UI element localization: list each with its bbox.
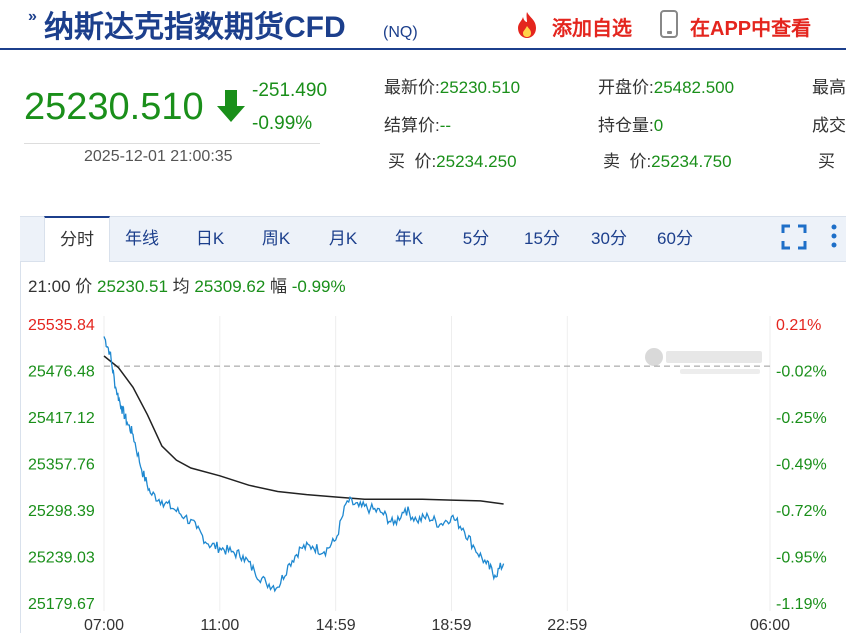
chart-panel xyxy=(20,216,846,633)
chart-tabs: 分时 年线 日K 周K 月K 年K 5分 15分 30分 60分 xyxy=(20,216,846,262)
x-tick-label: 07:00 xyxy=(84,617,124,633)
down-arrow-icon xyxy=(217,90,245,122)
y-tick-label: 25417.12 xyxy=(28,410,95,427)
average-line xyxy=(103,355,504,505)
open-price-field: 开盘价:25482.500 xyxy=(598,78,735,97)
tab-monthly-k[interactable]: 月K xyxy=(328,229,358,248)
y-tick-label: 25535.84 xyxy=(28,317,95,334)
info-time: 21:00 xyxy=(28,277,71,296)
sina-finance-watermark xyxy=(645,348,762,374)
x-tick-label: 22:59 xyxy=(547,617,587,633)
volume-label: 成交 xyxy=(812,116,846,135)
x-tick-label: 18:59 xyxy=(431,617,471,633)
pct-tick-label: -0.72% xyxy=(776,503,827,520)
pct-tick-label: -0.25% xyxy=(776,410,827,427)
info-range-value: -0.99% xyxy=(291,277,346,296)
add-favorite-button[interactable]: 添加自选 xyxy=(552,18,632,40)
y-tick-label: 25476.48 xyxy=(28,363,95,380)
divider xyxy=(24,143,320,144)
y-tick-label: 25239.03 xyxy=(28,550,95,567)
pct-tick-label: -0.49% xyxy=(776,456,827,473)
x-tick-label: 06:00 xyxy=(750,617,790,633)
page-header: » 纳斯达克指数期货CFD (NQ) 添加自选 在APP中查看 xyxy=(0,0,846,50)
ticker-code: (NQ) xyxy=(383,24,418,41)
quote-timestamp: 2025-12-01 21:00:35 xyxy=(84,148,233,165)
y-tick-label: 25357.76 xyxy=(28,456,95,473)
latest-price-field: 最新价:25230.510 xyxy=(384,78,521,97)
info-avg-label: 均 xyxy=(172,277,190,296)
tab-5min[interactable]: 5分 xyxy=(462,229,490,248)
tab-30min[interactable]: 30分 xyxy=(591,229,627,248)
pct-tick-label: -1.19% xyxy=(776,596,827,613)
settle-price-field: 结算价:-- xyxy=(384,116,452,135)
view-in-app-button[interactable]: 在APP中查看 xyxy=(690,18,812,40)
more-vertical-icon[interactable] xyxy=(828,223,840,249)
pct-tick-label: 0.21% xyxy=(776,317,821,334)
bid-price-field: 买 价:25234.250 xyxy=(388,152,517,171)
bid-label-col3: 买 xyxy=(818,152,835,171)
tab-daily-k[interactable]: 日K xyxy=(195,229,225,248)
open-interest-field: 持仓量:0 xyxy=(598,116,664,135)
pct-tick-label: -0.02% xyxy=(776,363,827,380)
info-range-label: 幅 xyxy=(270,277,288,296)
pct-tick-label: -0.95% xyxy=(776,550,827,567)
chevron-right-icon: » xyxy=(28,8,37,25)
price-change-pct: -0.99% xyxy=(252,113,313,134)
tab-intraday[interactable]: 分时 xyxy=(44,216,110,262)
price-line xyxy=(103,336,505,593)
y-tick-label: 25179.67 xyxy=(28,596,95,613)
ask-price-field: 卖 价:25234.750 xyxy=(603,152,732,171)
tab-year-line[interactable]: 年线 xyxy=(125,229,159,248)
price-change: -251.490 xyxy=(252,80,328,101)
tab-60min[interactable]: 60分 xyxy=(657,229,693,248)
info-avg-value: 25309.62 xyxy=(194,277,266,296)
high-price-label: 最高 xyxy=(812,78,846,97)
chart-info-bar: 21:00 价 25230.51 均 25309.62 幅 -0.99% xyxy=(28,272,346,297)
y-tick-label: 25298.39 xyxy=(28,503,95,520)
info-price-label: 价 xyxy=(75,277,93,296)
tab-weekly-k[interactable]: 周K xyxy=(261,229,291,248)
fullscreen-icon[interactable] xyxy=(781,224,807,250)
tab-yearly-k[interactable]: 年K xyxy=(394,229,424,248)
x-tick-label: 11:00 xyxy=(200,617,239,633)
phone-icon[interactable] xyxy=(660,10,678,38)
current-price: 25230.510 xyxy=(24,86,204,128)
x-tick-label: 14:59 xyxy=(316,617,356,633)
flame-icon[interactable] xyxy=(512,10,542,40)
tab-15min[interactable]: 15分 xyxy=(524,229,560,248)
intraday-chart[interactable]: 07:00 11:00 14:59 18:59 22:59 06:00 25535.84 0.… xyxy=(0,300,846,633)
page-title: 纳斯达克指数期货CFD xyxy=(44,11,346,44)
info-price-value: 25230.51 xyxy=(97,277,168,296)
